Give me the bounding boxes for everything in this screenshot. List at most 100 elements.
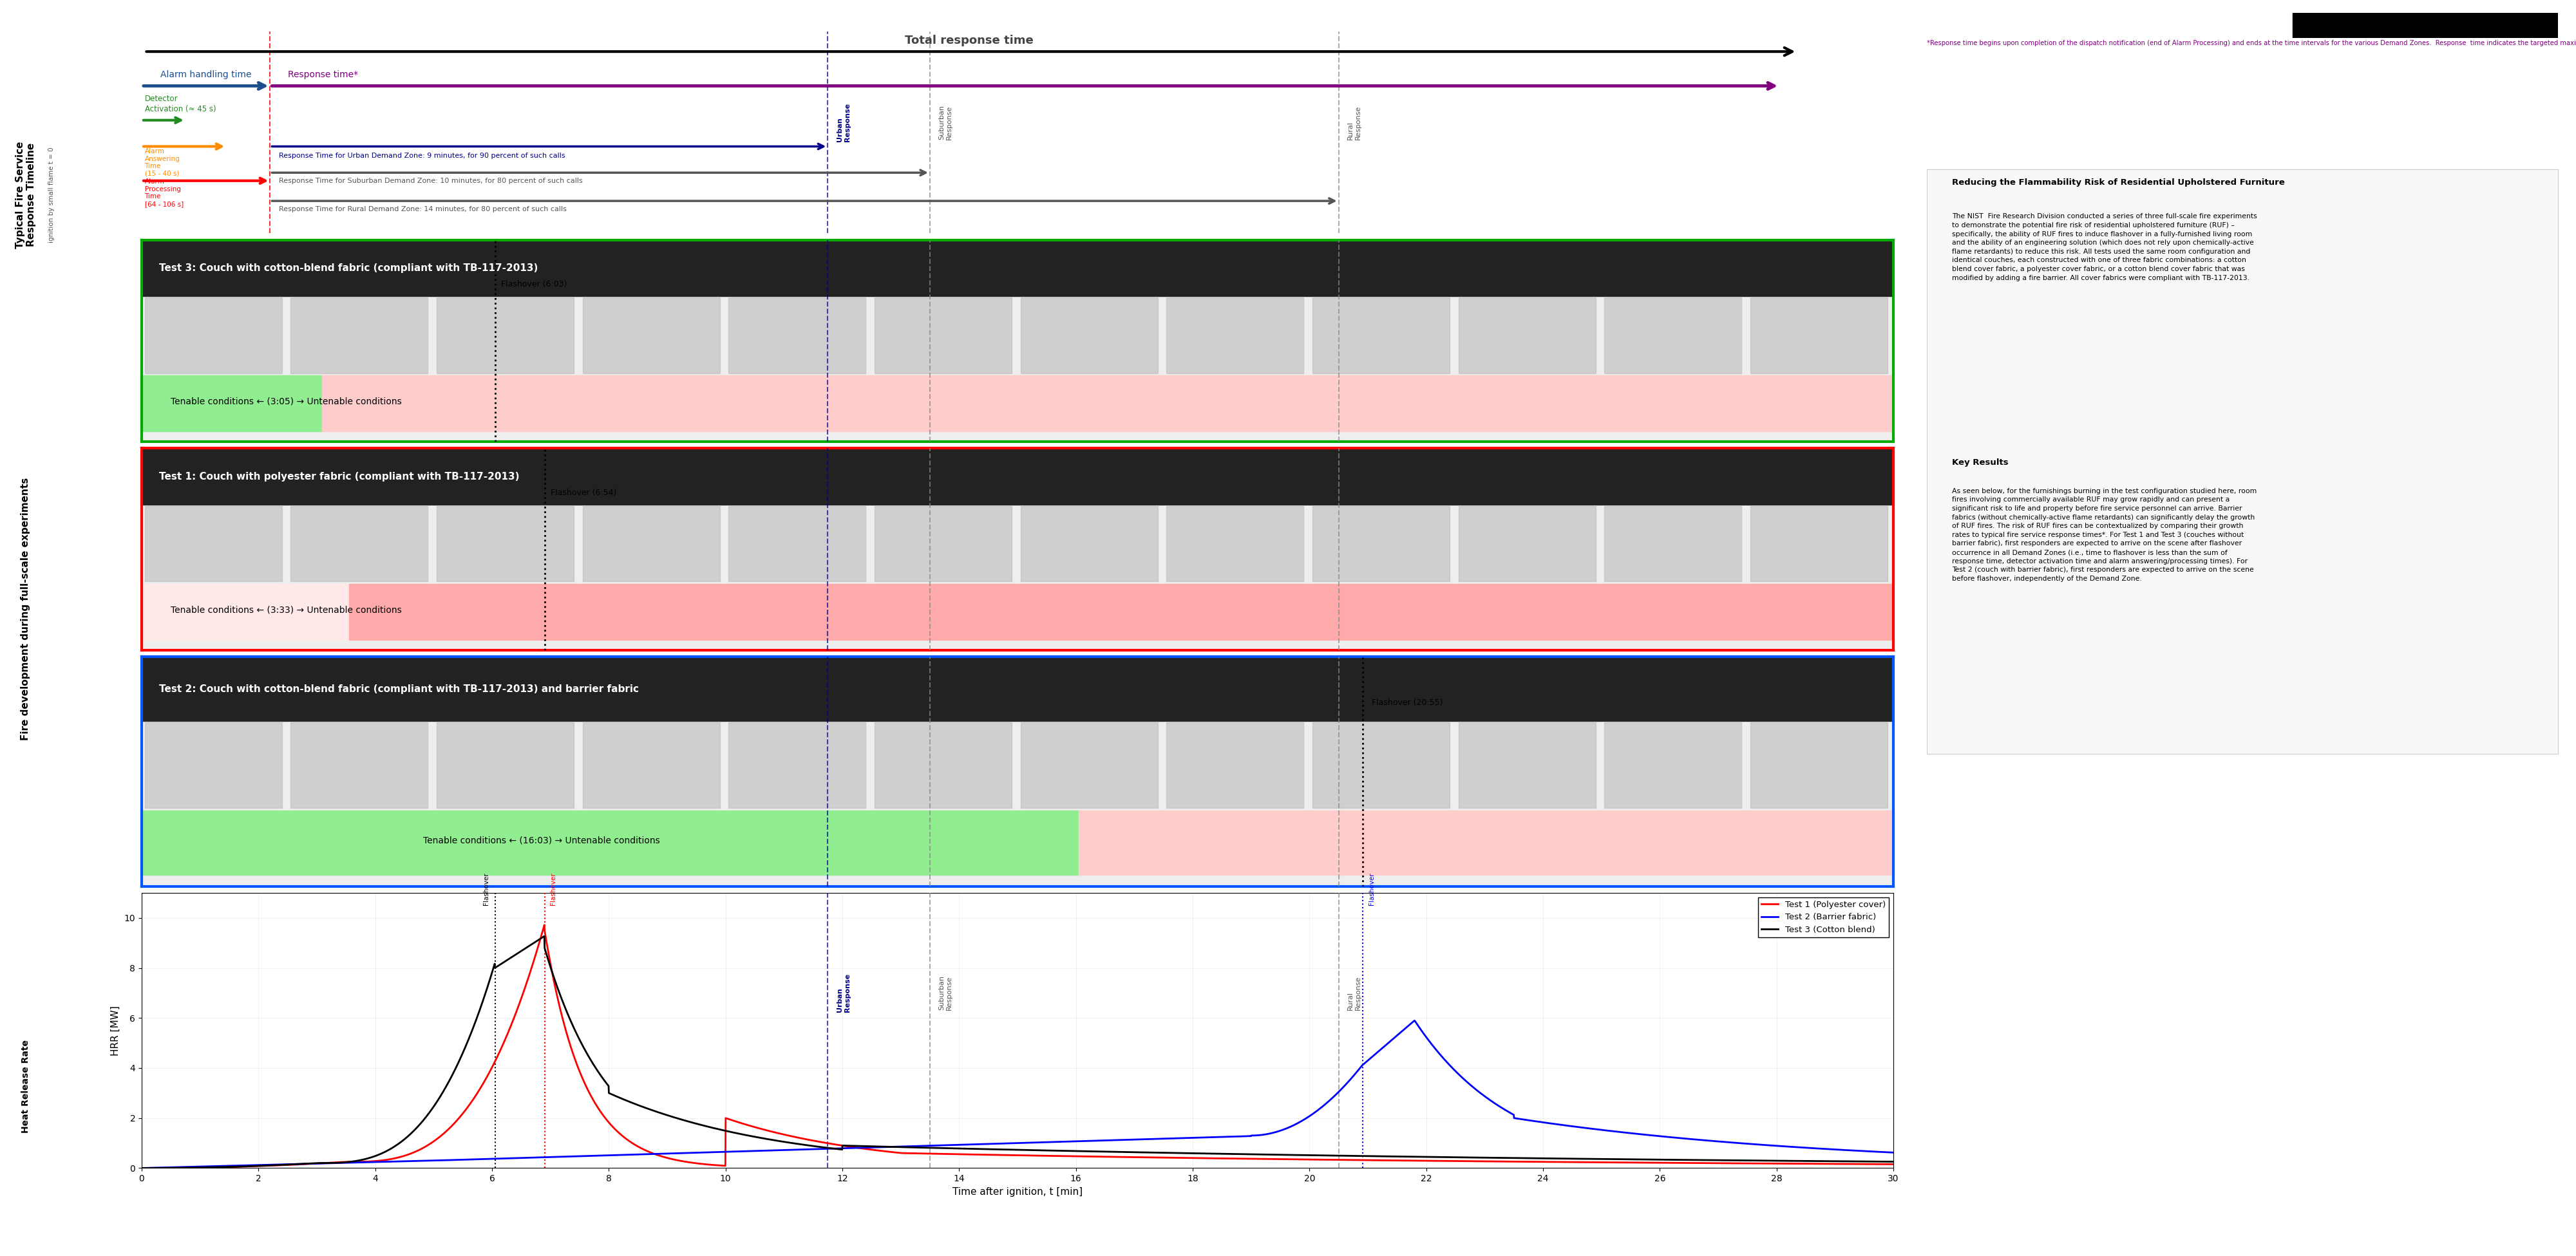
Text: Suburban
Response: Suburban Response — [938, 976, 953, 1010]
Text: Tenable conditions ← (16:03) → Untenable conditions: Tenable conditions ← (16:03) → Untenable… — [422, 835, 659, 845]
Bar — [142, 657, 1893, 721]
Text: Fire Research: Fire Research — [2058, 124, 2148, 137]
Bar — [142, 448, 1893, 505]
Bar — [1749, 506, 1888, 582]
Text: Flashover: Flashover — [551, 873, 556, 906]
Bar — [1311, 506, 1450, 582]
Text: *Response time begins upon completion of the dispatch notification (end of Alarm: *Response time begins upon completion of… — [1927, 40, 2576, 46]
Text: Flashover: Flashover — [1368, 873, 1376, 906]
Bar — [2293, 13, 2558, 157]
Bar — [582, 722, 719, 808]
Bar — [142, 810, 1079, 874]
Text: Flashover (20:55): Flashover (20:55) — [1373, 698, 1443, 707]
Text: Response time*: Response time* — [289, 70, 358, 79]
Bar — [1605, 506, 1741, 582]
Bar — [1079, 810, 1893, 874]
Text: Flashover (6:54): Flashover (6:54) — [551, 489, 616, 497]
Bar — [291, 506, 428, 582]
Test 1 (Polyester cover) — [912, 1145, 943, 1161]
Text: Reducing the Flammability Risk of Residential Upholstered Furniture: Reducing the Flammability Risk of Reside… — [1953, 178, 2285, 187]
Bar — [729, 722, 866, 808]
Test 1 (Polyester cover) — [551, 1027, 582, 1042]
Bar — [142, 240, 1893, 296]
Test 3 (Cotton blend) — [1878, 1154, 1909, 1169]
Bar — [1311, 298, 1450, 373]
Text: Tenable conditions ← (3:33) → Untenable conditions: Tenable conditions ← (3:33) → Untenable … — [170, 605, 402, 614]
Text: Tenable conditions ← (3:05) → Untenable conditions: Tenable conditions ← (3:05) → Untenable … — [170, 397, 402, 406]
Test 2 (Barrier fabric) — [786, 1142, 817, 1157]
Text: Rural
Response: Rural Response — [1347, 106, 1360, 139]
Test 1 (Polyester cover) — [1865, 1157, 1896, 1172]
Bar — [291, 298, 428, 373]
Text: Heat Release Rate: Heat Release Rate — [21, 1040, 31, 1133]
Bar — [1167, 506, 1303, 582]
Legend: Test 1 (Polyester cover), Test 2 (Barrier fabric), Test 3 (Cotton blend): Test 1 (Polyester cover), Test 2 (Barrie… — [1757, 897, 1888, 937]
Test 2 (Barrier fabric) — [912, 1138, 943, 1153]
Bar — [435, 506, 574, 582]
Bar — [142, 376, 322, 432]
Text: Urban
Response: Urban Response — [837, 103, 850, 142]
Test 2 (Barrier fabric) — [126, 1161, 157, 1176]
Text: Suburban
Response: Suburban Response — [938, 104, 953, 139]
Line: Test 3 (Cotton blend): Test 3 (Cotton blend) — [142, 936, 1893, 1168]
Text: Alarm
Processing
Time
[64 - 106 s]: Alarm Processing Time [64 - 106 s] — [144, 178, 183, 207]
Test 3 (Cotton blend) — [551, 1005, 582, 1020]
Bar — [1020, 722, 1157, 808]
Bar — [1020, 506, 1157, 582]
Test 2 (Barrier fabric) — [533, 1149, 564, 1164]
Bar — [1167, 722, 1303, 808]
Bar — [1749, 298, 1888, 373]
Y-axis label: HRR [MW]: HRR [MW] — [111, 1005, 121, 1055]
Test 2 (Barrier fabric) — [551, 1149, 582, 1164]
Bar — [729, 506, 866, 582]
Bar — [144, 722, 281, 808]
Text: Response Time for Suburban Demand Zone: 10 minutes, for 80 percent of such calls: Response Time for Suburban Demand Zone: … — [278, 177, 582, 183]
Bar — [435, 298, 574, 373]
Text: Urban
Response: Urban Response — [837, 973, 850, 1012]
Bar — [291, 722, 428, 808]
Bar — [144, 506, 281, 582]
Bar — [144, 298, 281, 373]
Bar — [1020, 298, 1157, 373]
Test 1 (Polyester cover) — [1878, 1157, 1909, 1172]
Text: NIST: NIST — [2045, 46, 2161, 89]
Test 3 (Cotton blend) — [786, 1137, 817, 1152]
Bar — [348, 584, 1893, 641]
Text: Response Time for Urban Demand Zone: 9 minutes, for 90 percent of such calls: Response Time for Urban Demand Zone: 9 m… — [278, 152, 564, 158]
Test 2 (Barrier fabric) — [1399, 1014, 1430, 1029]
Test 2 (Barrier fabric) — [544, 1149, 574, 1164]
Test 1 (Polyester cover) — [533, 947, 564, 962]
Test 1 (Polyester cover) — [786, 1130, 817, 1145]
Test 1 (Polyester cover) — [126, 1161, 157, 1176]
Text: Detector
Activation (≈ 45 s): Detector Activation (≈ 45 s) — [144, 94, 216, 113]
Bar — [1605, 722, 1741, 808]
Bar — [582, 506, 719, 582]
Test 3 (Cotton blend) — [126, 1161, 157, 1176]
Line: Test 2 (Barrier fabric): Test 2 (Barrier fabric) — [142, 1021, 1893, 1168]
Bar — [873, 506, 1012, 582]
Test 1 (Polyester cover) — [528, 917, 559, 932]
Test 1 (Polyester cover) — [544, 992, 574, 1007]
Text: Response Time for Rural Demand Zone: 14 minutes, for 80 percent of such calls: Response Time for Rural Demand Zone: 14 … — [278, 206, 567, 212]
Text: Rural
Response: Rural Response — [1347, 976, 1360, 1010]
Test 3 (Cotton blend) — [528, 928, 559, 943]
Bar — [1167, 298, 1303, 373]
Bar — [1458, 506, 1595, 582]
Test 3 (Cotton blend) — [533, 955, 564, 970]
X-axis label: Time after ignition, t [min]: Time after ignition, t [min] — [953, 1187, 1082, 1197]
Test 3 (Cotton blend) — [912, 1140, 943, 1156]
Text: Fire Research: Fire Research — [2380, 124, 2470, 137]
Bar — [322, 376, 1893, 432]
Text: Typical Fire Service
Response Timeline: Typical Fire Service Response Timeline — [15, 141, 36, 249]
Bar — [873, 722, 1012, 808]
Bar — [1458, 722, 1595, 808]
Text: Flashover: Flashover — [482, 873, 489, 906]
Bar — [1458, 298, 1595, 373]
Text: As seen below, for the furnishings burning in the test configuration studied her: As seen below, for the furnishings burni… — [1953, 487, 2257, 582]
Text: The NIST  Fire Research Division conducted a series of three full-scale fire exp: The NIST Fire Research Division conducte… — [1953, 214, 2257, 281]
Bar — [142, 584, 348, 641]
Text: NIST: NIST — [2367, 46, 2483, 89]
Text: Fire development during full-scale experiments: Fire development during full-scale exper… — [21, 477, 31, 741]
Text: Alarm
Answering
Time
(15 - 40 s): Alarm Answering Time (15 - 40 s) — [144, 148, 180, 177]
Line: Test 1 (Polyester cover): Test 1 (Polyester cover) — [142, 924, 1893, 1168]
